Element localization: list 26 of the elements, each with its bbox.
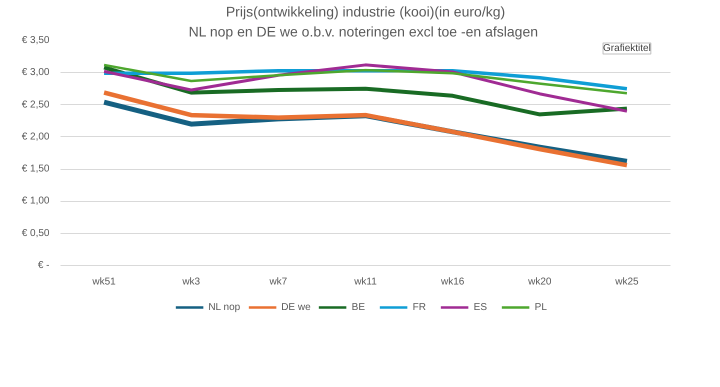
y-tick-label: € 1,50 [22, 164, 50, 175]
y-tick-label: € 2,50 [22, 99, 50, 110]
legend-label: PL [534, 302, 548, 312]
x-tick-label: wk7 [268, 276, 288, 288]
chart-title: Prijs(ontwikkeling) industrie (kooi)(in euro/kg) [226, 4, 506, 20]
x-tick-label: wk25 [614, 276, 640, 288]
x-tick-label: wk11 [353, 276, 378, 288]
legend-label: BE [352, 302, 366, 312]
y-tick-label: € 0,50 [22, 228, 50, 239]
y-tick-label: € 1,00 [22, 196, 50, 207]
x-tick-label: wk51 [91, 276, 116, 288]
chart-subtitle: NL nop en DE we o.b.v. noteringen excl toe -en afslagen [188, 24, 538, 40]
line-series [102, 64, 628, 94]
y-tick-label: € 2,00 [22, 131, 50, 142]
y-tick-label: € 3,00 [22, 67, 50, 78]
legend-label: ES [474, 302, 488, 312]
legend-label: FR [412, 302, 427, 312]
y-tick-label: € - [38, 260, 50, 271]
line-series [102, 90, 630, 168]
legend-label: NL nop [208, 302, 240, 312]
legend-label: DE we [281, 302, 311, 312]
x-tick-label: wk16 [440, 276, 465, 288]
annotation: Grafiektitel [603, 43, 651, 54]
x-tick-label: wk3 [181, 276, 201, 288]
x-tick-label: wk20 [527, 276, 552, 288]
y-tick-label: € 3,50 [22, 35, 50, 46]
